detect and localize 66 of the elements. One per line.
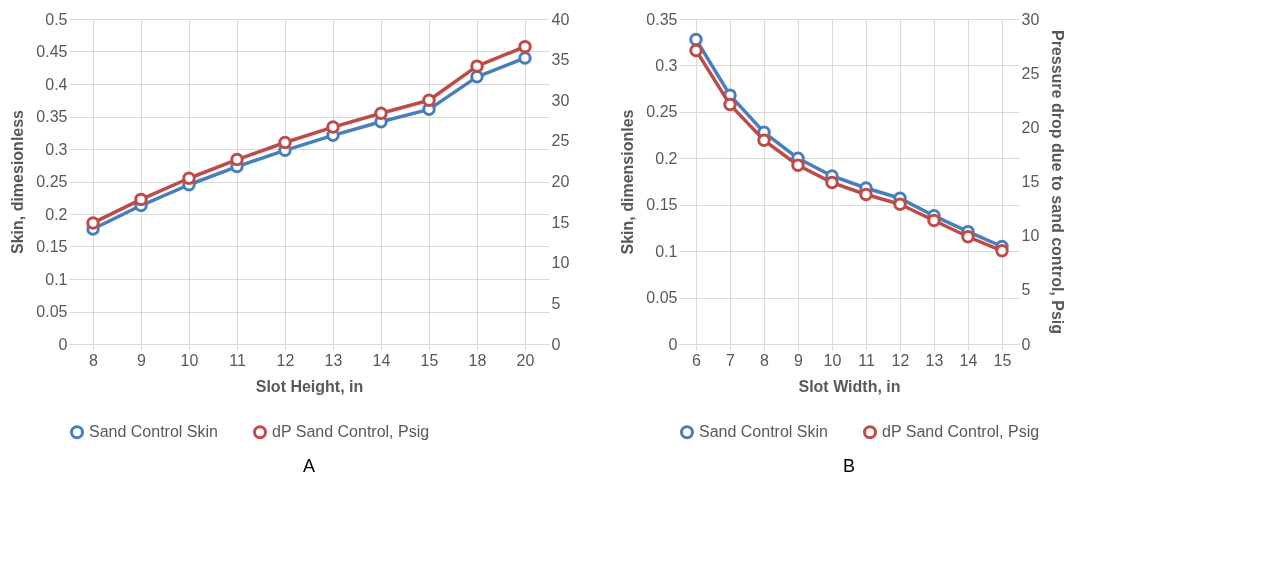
- y-tick-label: 0.05: [36, 303, 68, 320]
- y-tick-label: 0.1: [655, 242, 678, 260]
- x-tick-label: 10: [180, 351, 199, 369]
- y2-tick-label: 25: [551, 132, 570, 150]
- y2-tick-label: 30: [551, 91, 570, 109]
- x-tick-label: 8: [89, 351, 99, 369]
- legend-label: dP Sand Control, Psig: [272, 423, 430, 441]
- y2-tick-label: 0: [1021, 335, 1031, 353]
- y2-tick-label: 15: [1021, 173, 1040, 190]
- x-tick-label: 14: [959, 351, 978, 369]
- y-tick-label: 0.1: [45, 270, 68, 288]
- y2-tick-label: 5: [551, 294, 561, 312]
- y-tick-label: 0.2: [655, 149, 678, 167]
- y-tick-label: 0.35: [646, 10, 678, 28]
- y2-tick-label: 10: [551, 254, 570, 272]
- x-tick-label: 9: [794, 351, 804, 369]
- y-axis-title: Skin, dimensionles: [619, 109, 637, 255]
- y2-tick-label: 15: [551, 213, 570, 231]
- y2-tick-label: 20: [551, 173, 570, 190]
- legend-label: Sand Control Skin: [89, 423, 218, 441]
- x-tick-label: 20: [516, 351, 535, 369]
- x-tick-label: 18: [468, 351, 487, 369]
- y-tick-label: 0.05: [646, 289, 678, 307]
- x-tick-label: 11: [858, 351, 875, 369]
- y2-tick-label: 20: [1021, 118, 1040, 136]
- y-tick-label: 0.35: [36, 108, 68, 125]
- y2-tick-label: 35: [551, 51, 570, 69]
- x-tick-label: 15: [993, 351, 1012, 369]
- y-axis-title: Skin, dimesionless: [9, 109, 27, 255]
- text: B: [842, 456, 856, 476]
- y2-tick-label: 5: [1021, 281, 1031, 299]
- y-tick-label: 0: [668, 335, 678, 353]
- y-tick-label: 0.25: [646, 103, 678, 121]
- x-tick-label: 6: [692, 351, 702, 369]
- legend-label: dP Sand Control, Psig: [882, 423, 1040, 441]
- text: A: [302, 456, 316, 476]
- y2-tick-label: 10: [1021, 227, 1040, 245]
- x-tick-label: 14: [372, 351, 391, 369]
- y-tick-label: 0.15: [646, 196, 678, 214]
- x-tick-label: 8: [760, 351, 770, 369]
- y-tick-label: 0.3: [655, 56, 678, 74]
- x-tick-label: 12: [276, 351, 295, 369]
- legend-label: Sand Control Skin: [699, 423, 828, 441]
- x-tick-label: 12: [891, 351, 910, 369]
- x-tick-label: 15: [420, 351, 439, 369]
- x-axis-title: Slot Width, in: [798, 377, 901, 395]
- y-tick-label: 0.45: [36, 43, 68, 60]
- y2-tick-label: 30: [1021, 10, 1040, 28]
- x-tick-label: 13: [925, 351, 944, 369]
- y2-tick-label: 0: [551, 335, 561, 353]
- y-tick-label: 0.15: [36, 238, 68, 255]
- x-axis-title: Slot Height, in: [255, 377, 364, 395]
- x-tick-label: 13: [324, 351, 343, 369]
- y-tick-label: 0.25: [36, 173, 68, 190]
- y-tick-label: 0.2: [45, 205, 68, 223]
- x-tick-label: 9: [137, 351, 147, 369]
- y2-axis-title: Pressure drop due to sand control, Psig: [1049, 29, 1067, 335]
- x-tick-label: 11: [229, 351, 246, 369]
- y2-tick-label: 25: [1021, 64, 1040, 82]
- y2-tick-label: 40: [551, 10, 570, 28]
- x-tick-label: 7: [726, 351, 736, 369]
- x-tick-label: 10: [823, 351, 842, 369]
- y-tick-label: 0: [58, 335, 68, 353]
- y-tick-label: 0.4: [45, 75, 68, 93]
- y-tick-label: 0.5: [45, 10, 68, 28]
- y-tick-label: 0.3: [45, 140, 68, 158]
